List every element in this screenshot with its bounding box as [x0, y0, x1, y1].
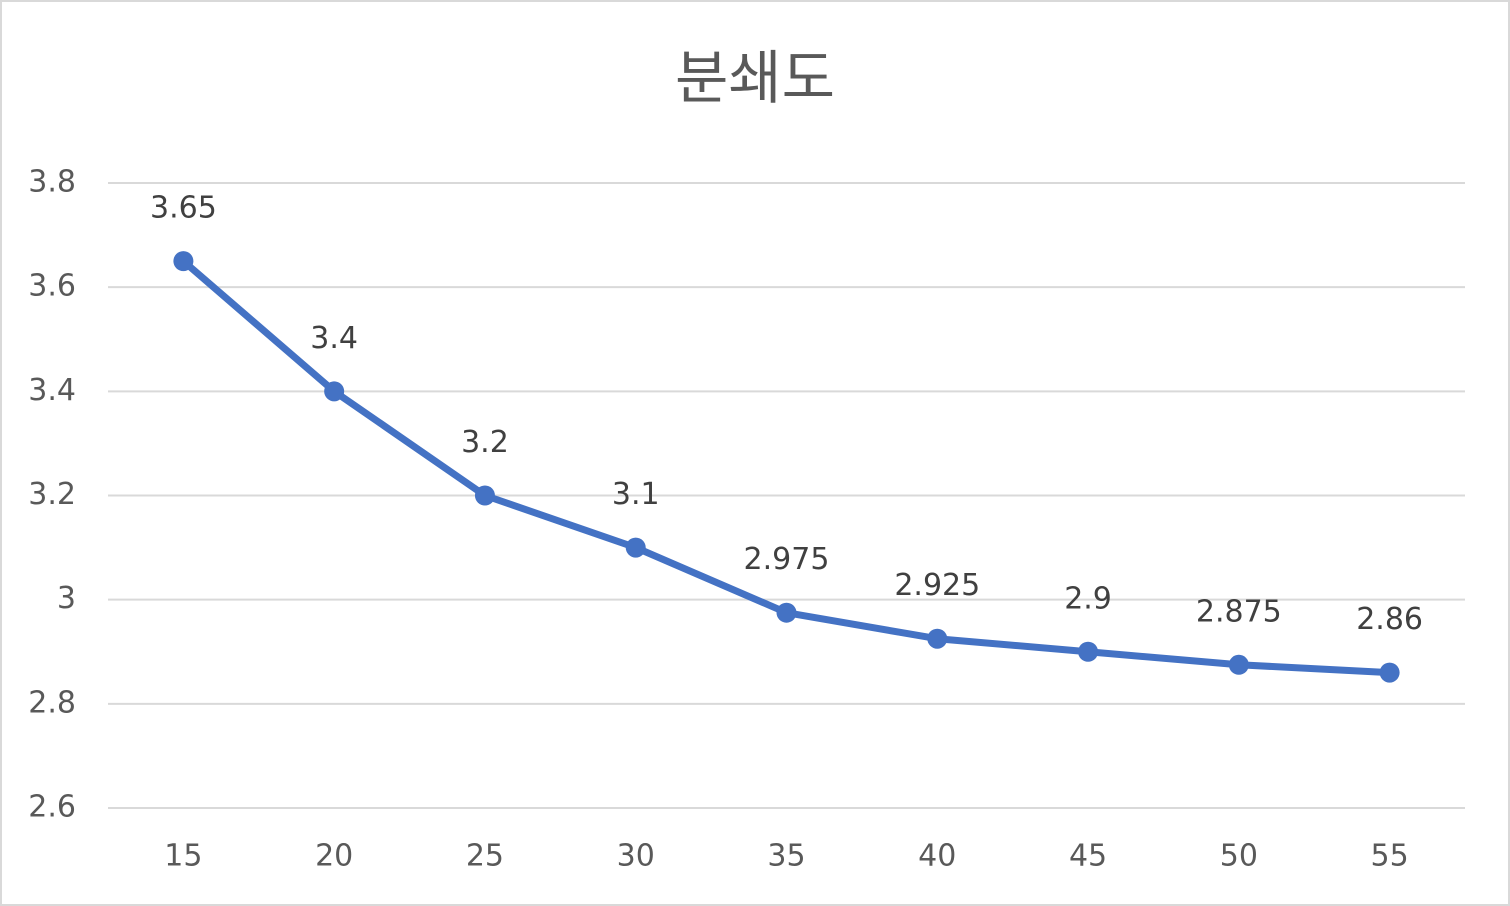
y-tick-label: 3.8	[28, 165, 76, 200]
y-tick-label: 3	[57, 581, 76, 616]
y-tick-label: 2.6	[28, 790, 76, 825]
y-tick-label: 3.4	[28, 373, 76, 408]
marker	[927, 628, 948, 649]
y-tick-label: 2.8	[28, 685, 76, 720]
x-tick-label: 30	[617, 839, 655, 874]
data-label: 2.875	[1196, 594, 1282, 629]
data-label: 3.65	[150, 191, 217, 226]
marker	[324, 381, 345, 402]
data-label: 3.1	[612, 477, 660, 512]
x-tick-label: 35	[767, 839, 805, 874]
x-tick-label: 25	[466, 839, 504, 874]
marker	[776, 602, 797, 623]
x-tick-label: 20	[315, 839, 353, 874]
data-label: 2.86	[1356, 602, 1423, 637]
x-tick-label: 55	[1371, 839, 1409, 874]
marker	[1228, 654, 1249, 675]
y-tick-label: 3.6	[28, 269, 76, 304]
marker	[1379, 662, 1400, 683]
y-tick-label: 3.2	[28, 477, 76, 512]
x-tick-label: 50	[1220, 839, 1258, 874]
x-tick-label: 40	[918, 839, 956, 874]
marker	[474, 485, 495, 506]
marker	[625, 537, 646, 558]
data-label: 2.975	[744, 542, 830, 577]
x-tick-label: 15	[164, 839, 202, 874]
marker	[173, 251, 194, 272]
data-label: 2.925	[894, 568, 980, 603]
x-tick-label: 45	[1069, 839, 1107, 874]
data-label: 3.2	[461, 425, 509, 460]
marker	[1078, 641, 1099, 662]
data-label: 3.4	[310, 321, 358, 356]
data-label: 2.9	[1064, 581, 1112, 616]
chart-title: 분쇄도	[675, 44, 835, 112]
